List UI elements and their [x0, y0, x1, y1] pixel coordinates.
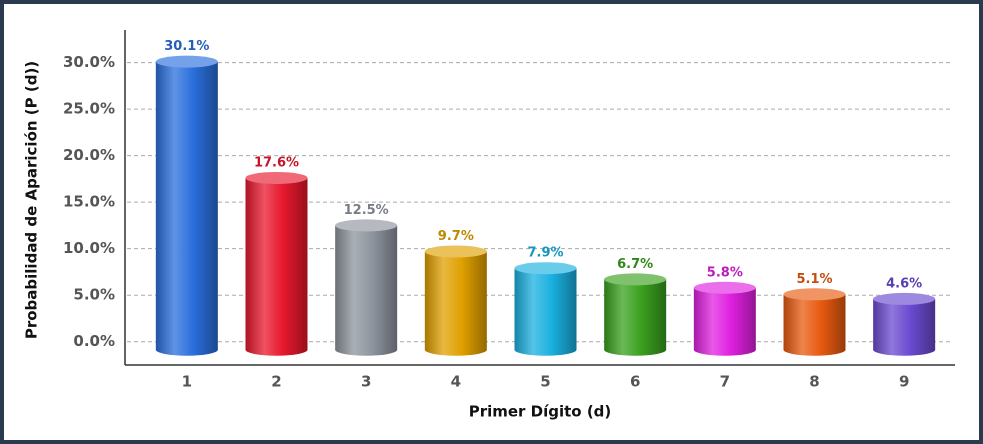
y-tick-label: 25.0% [63, 100, 115, 118]
bar-top [335, 219, 398, 232]
x-tick-label: 4 [451, 373, 461, 391]
bar-top [604, 273, 667, 286]
y-tick-label: 0.0% [73, 332, 115, 350]
bar [245, 177, 308, 350]
bar [424, 251, 487, 350]
x-tick-label: 2 [271, 373, 281, 391]
bar-top [693, 281, 756, 294]
y-tick-label: 5.0% [73, 286, 115, 304]
y-tick-label: 15.0% [63, 193, 115, 211]
bar-top [245, 171, 308, 184]
value-label: 9.7% [438, 229, 474, 244]
bar [873, 298, 936, 350]
bar-top [873, 292, 936, 305]
value-label: 17.6% [254, 155, 299, 170]
y-tick-label: 30.0% [63, 53, 115, 71]
bar [783, 294, 846, 350]
y-tick-label: 20.0% [63, 146, 115, 164]
value-label: 5.8% [707, 265, 743, 280]
bar [604, 279, 667, 350]
y-axis-title: Probabilidad de Aparición (P (d)) [23, 61, 41, 339]
x-tick-label: 7 [720, 373, 730, 391]
value-label: 12.5% [344, 203, 389, 218]
x-tick-label: 9 [899, 373, 909, 391]
x-tick-label: 3 [361, 373, 371, 391]
value-label: 30.1% [164, 39, 209, 54]
x-tick-label: 6 [630, 373, 640, 391]
x-tick-label: 8 [809, 373, 819, 391]
value-label: 4.6% [886, 276, 922, 291]
bar-top [424, 245, 487, 258]
y-tick-label: 10.0% [63, 239, 115, 257]
bar-top [514, 262, 577, 275]
bar-top [155, 55, 218, 68]
x-tick-label: 5 [540, 373, 550, 391]
bar [514, 268, 577, 350]
x-axis-title: Primer Dígito (d) [469, 403, 612, 421]
bar-top [783, 288, 846, 301]
value-label: 7.9% [527, 246, 563, 261]
value-label: 5.1% [796, 272, 832, 287]
value-label: 6.7% [617, 257, 653, 272]
bar [335, 225, 398, 350]
bar [155, 61, 218, 350]
bar [693, 287, 756, 350]
x-tick-label: 1 [182, 373, 192, 391]
